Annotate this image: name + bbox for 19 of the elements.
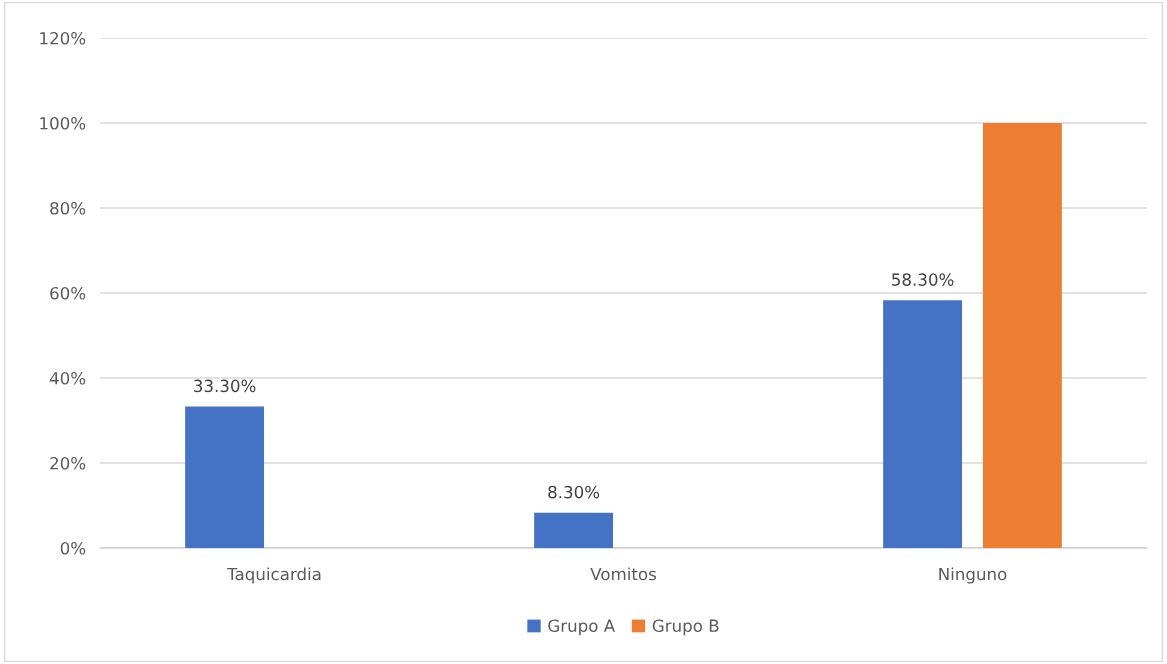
y-tick-label: 60% <box>50 286 86 300</box>
y-tick-label: 80% <box>50 201 86 215</box>
y-tick-label: 40% <box>49 371 86 385</box>
x-tick-label: Taquicardia <box>227 567 321 584</box>
data-label: 8.30% <box>548 485 600 499</box>
legend-label: Grupo A <box>548 619 616 636</box>
bar <box>185 406 265 548</box>
data-label: 58.30% <box>892 273 954 286</box>
y-tick-label: 20% <box>50 456 86 470</box>
bar <box>982 123 1062 548</box>
x-tick-label: Ninguno <box>939 567 1007 584</box>
bar <box>883 300 963 548</box>
y-tick-label: 120% <box>40 31 86 45</box>
x-tick-label: Vomitos <box>590 567 656 581</box>
y-tick-label: 0% <box>60 541 86 555</box>
legend-label: Grupo B <box>652 619 719 636</box>
bar <box>534 512 614 548</box>
data-label: 33.30% <box>194 379 256 393</box>
y-tick-label: 100% <box>40 116 86 130</box>
